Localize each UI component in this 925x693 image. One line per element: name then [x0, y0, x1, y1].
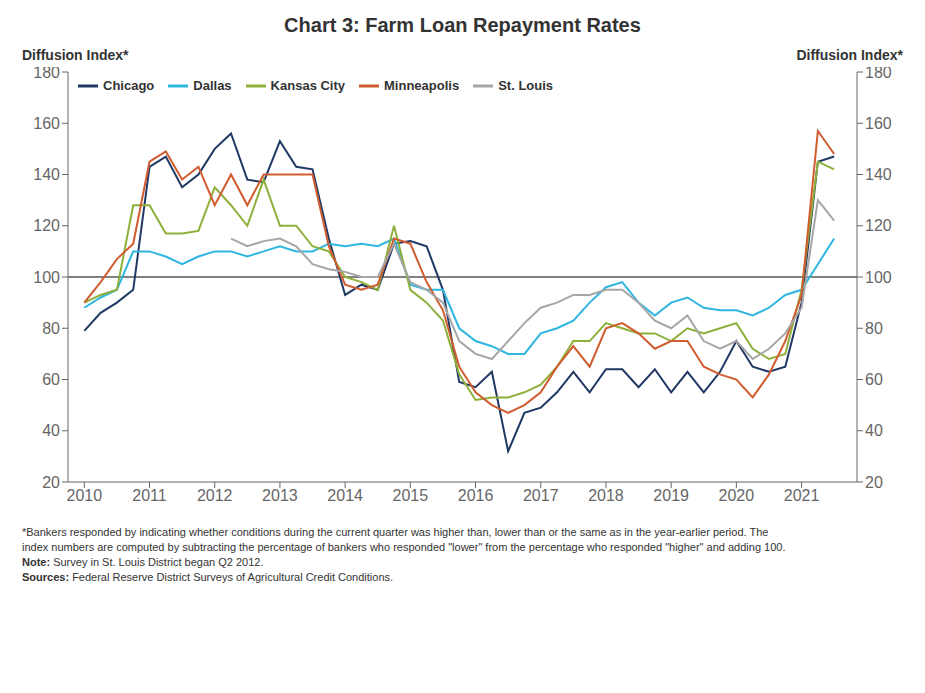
- svg-text:60: 60: [865, 371, 883, 388]
- svg-text:60: 60: [42, 371, 60, 388]
- html-text:Dallas: Dallas: [193, 78, 232, 93]
- svg-text:80: 80: [865, 320, 883, 337]
- svg-text:2010: 2010: [67, 487, 103, 504]
- svg-text:180: 180: [865, 67, 892, 81]
- svg-text:140: 140: [865, 166, 892, 183]
- svg-text:2019: 2019: [653, 487, 689, 504]
- html-text:Minneapolis: Minneapolis: [384, 78, 460, 93]
- svg-text:100: 100: [33, 269, 60, 286]
- svg-text:120: 120: [865, 217, 892, 234]
- svg-text:2015: 2015: [393, 487, 429, 504]
- svg-text:40: 40: [42, 422, 60, 439]
- html-text:St. Louis: St. Louis: [498, 78, 553, 93]
- html-text:Sources: Federal Reserve Distr: Sources: Federal Reserve District Survey…: [22, 571, 394, 583]
- svg-text:80: 80: [42, 320, 60, 337]
- html-text:Diffusion Index*: Diffusion Index*: [22, 47, 129, 63]
- svg-text:140: 140: [33, 166, 60, 183]
- svg-text:120: 120: [33, 217, 60, 234]
- html-text:index numbers are computed by: index numbers are computed by subtractin…: [22, 541, 786, 553]
- html-text:Kansas City: Kansas City: [270, 78, 345, 93]
- svg-text:2011: 2011: [132, 487, 167, 504]
- svg-text:2021: 2021: [784, 487, 820, 504]
- svg-text:160: 160: [33, 115, 60, 132]
- svg-text:20: 20: [42, 474, 60, 491]
- html-text:Chart 3: Farm Loan Repayment R: Chart 3: Farm Loan Repayment Rates: [284, 14, 641, 36]
- svg-text:2016: 2016: [458, 487, 494, 504]
- svg-text:2020: 2020: [719, 487, 755, 504]
- svg-text:20: 20: [865, 474, 883, 491]
- svg-text:2014: 2014: [327, 487, 363, 504]
- html-text:Diffusion Index*: Diffusion Index*: [796, 47, 903, 63]
- svg-text:2018: 2018: [588, 487, 624, 504]
- html-text:Chicago: Chicago: [103, 78, 155, 93]
- svg-text:2012: 2012: [197, 487, 233, 504]
- svg-text:40: 40: [865, 422, 883, 439]
- svg-text:2013: 2013: [262, 487, 298, 504]
- html-text:*Bankers responded by indicati: *Bankers responded by indicating whether…: [22, 526, 769, 538]
- svg-text:2017: 2017: [523, 487, 559, 504]
- svg-text:180: 180: [33, 67, 60, 81]
- svg-text:100: 100: [865, 269, 892, 286]
- html-text:Note: Survey in St. Louis Dist: Note: Survey in St. Louis District began…: [22, 556, 264, 568]
- svg-text:160: 160: [865, 115, 892, 132]
